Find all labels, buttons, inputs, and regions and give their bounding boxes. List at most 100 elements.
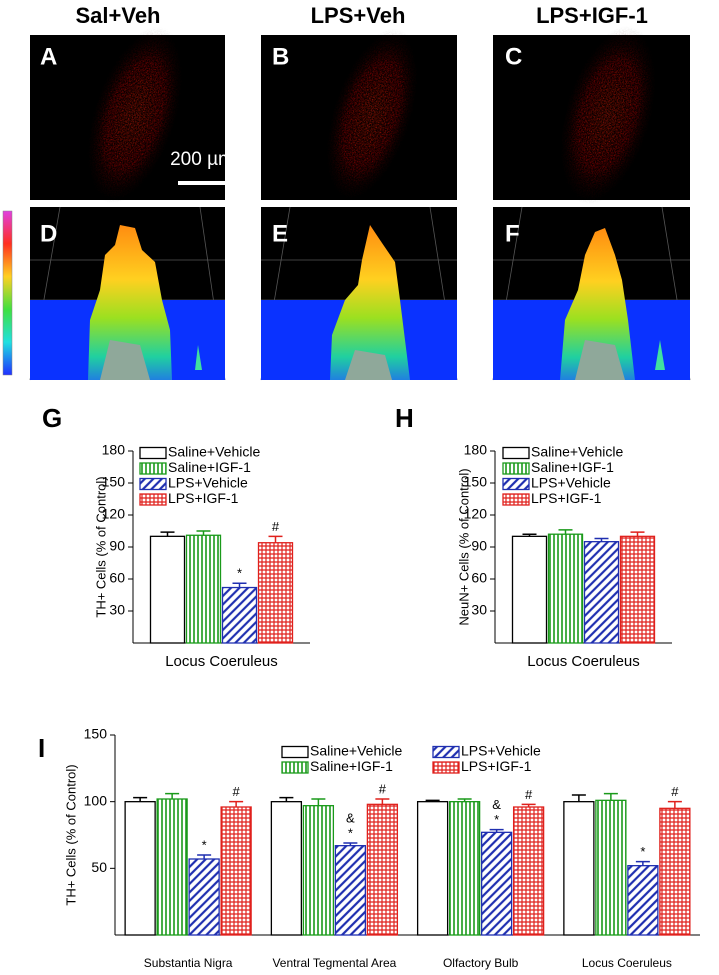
error-bar bbox=[425, 799, 440, 802]
legend-swatch bbox=[281, 745, 309, 759]
error-bar bbox=[630, 531, 645, 537]
y-tick-label: 150 bbox=[102, 474, 126, 490]
bar bbox=[595, 799, 627, 936]
legend-label: Saline+Vehicle bbox=[531, 444, 623, 460]
surface-plot bbox=[29, 206, 226, 381]
surface-plot bbox=[492, 206, 691, 381]
bar bbox=[416, 801, 449, 936]
y-tick-label: 100 bbox=[84, 792, 108, 808]
panel-letter: G bbox=[42, 403, 62, 433]
error-bar bbox=[311, 798, 326, 806]
y-tick-label: 180 bbox=[102, 442, 126, 458]
error-bar bbox=[594, 537, 609, 542]
significance-marker: # bbox=[379, 781, 387, 796]
significance-marker: # bbox=[671, 784, 679, 799]
error-bar bbox=[635, 860, 650, 866]
y-tick-label: 150 bbox=[464, 474, 488, 490]
error-bar bbox=[571, 794, 586, 802]
legend-label: Saline+Vehicle bbox=[168, 444, 260, 460]
y-tick-label: 30 bbox=[471, 602, 487, 618]
panel-letter: H bbox=[395, 403, 414, 433]
error-bar bbox=[667, 800, 682, 809]
legend-label: LPS+IGF-1 bbox=[461, 758, 532, 774]
y-tick-label: 90 bbox=[109, 538, 125, 554]
legend-swatch bbox=[281, 761, 309, 774]
bar bbox=[366, 803, 399, 936]
legend-swatch bbox=[139, 477, 167, 491]
significance-marker: # bbox=[525, 787, 533, 802]
micrograph bbox=[30, 26, 226, 204]
error-bar bbox=[229, 800, 244, 807]
panel-letter: D bbox=[40, 220, 57, 247]
micrograph bbox=[493, 25, 690, 205]
x-tick-label: Locus Coeruleus bbox=[165, 653, 278, 670]
significance-marker: * bbox=[494, 812, 499, 827]
bar bbox=[512, 806, 545, 936]
error-bar bbox=[521, 803, 536, 807]
error-bar bbox=[279, 796, 294, 802]
bar bbox=[188, 858, 220, 936]
legend-swatch bbox=[139, 493, 167, 506]
bar bbox=[563, 801, 595, 936]
bar bbox=[619, 535, 656, 644]
bar bbox=[511, 535, 548, 644]
x-tick-label: Substantia Nigra bbox=[144, 956, 233, 970]
y-tick-label: 50 bbox=[91, 859, 107, 875]
legend-swatch bbox=[432, 745, 460, 759]
legend-swatch bbox=[502, 446, 530, 460]
legend-swatch bbox=[139, 462, 167, 475]
significance-marker: * bbox=[640, 844, 645, 859]
y-tick-label: 60 bbox=[109, 570, 125, 586]
error-bar bbox=[375, 798, 390, 805]
error-bar bbox=[196, 530, 211, 536]
bar bbox=[124, 801, 156, 936]
column-title: LPS+IGF-1 bbox=[536, 3, 648, 28]
legend-label: LPS+IGF-1 bbox=[168, 490, 239, 506]
panel-letter: B bbox=[272, 43, 289, 70]
error-bar bbox=[522, 533, 537, 537]
error-bar bbox=[558, 529, 573, 535]
bar bbox=[334, 845, 367, 936]
legend-swatch bbox=[502, 477, 530, 491]
y-tick-label: 90 bbox=[471, 538, 487, 554]
error-bar bbox=[268, 535, 283, 543]
micrograph bbox=[261, 28, 457, 202]
bar bbox=[448, 801, 481, 936]
y-tick-label: 30 bbox=[109, 602, 125, 618]
panel-letter: F bbox=[505, 220, 520, 247]
panel-letter: I bbox=[38, 733, 45, 763]
significance-marker: # bbox=[272, 519, 280, 534]
legend-label: LPS+Vehicle bbox=[168, 475, 248, 491]
scale-bar-label: 200 µm bbox=[170, 149, 234, 170]
legend-swatch bbox=[502, 462, 530, 475]
column-title: LPS+Veh bbox=[311, 3, 406, 28]
y-axis-label: NeuN+ Cells (% of Control) bbox=[456, 468, 471, 625]
legend-swatch bbox=[432, 761, 460, 774]
significance-marker: & bbox=[346, 810, 355, 825]
error-bar bbox=[160, 531, 175, 537]
error-bar bbox=[197, 854, 212, 859]
legend-label: LPS+Vehicle bbox=[531, 475, 611, 491]
legend-label: Saline+IGF-1 bbox=[531, 459, 614, 475]
error-bar bbox=[133, 796, 148, 802]
column-title: Sal+Veh bbox=[75, 3, 160, 28]
bar bbox=[583, 541, 620, 644]
bar bbox=[221, 586, 258, 644]
surface-plot bbox=[260, 206, 458, 381]
bar bbox=[302, 805, 335, 936]
significance-marker: * bbox=[202, 837, 207, 852]
bar bbox=[156, 798, 188, 936]
panel-letter: C bbox=[505, 43, 522, 70]
x-tick-label: Ventral Tegmental Area bbox=[272, 956, 396, 970]
legend-swatch bbox=[502, 493, 530, 506]
bar bbox=[220, 806, 252, 936]
error-bar bbox=[165, 792, 180, 799]
error-bar bbox=[603, 792, 618, 801]
y-tick-label: 120 bbox=[464, 506, 488, 522]
panel-letter: A bbox=[40, 43, 57, 70]
panel-letter: E bbox=[272, 220, 288, 247]
bar bbox=[185, 534, 222, 644]
bar bbox=[659, 807, 691, 936]
